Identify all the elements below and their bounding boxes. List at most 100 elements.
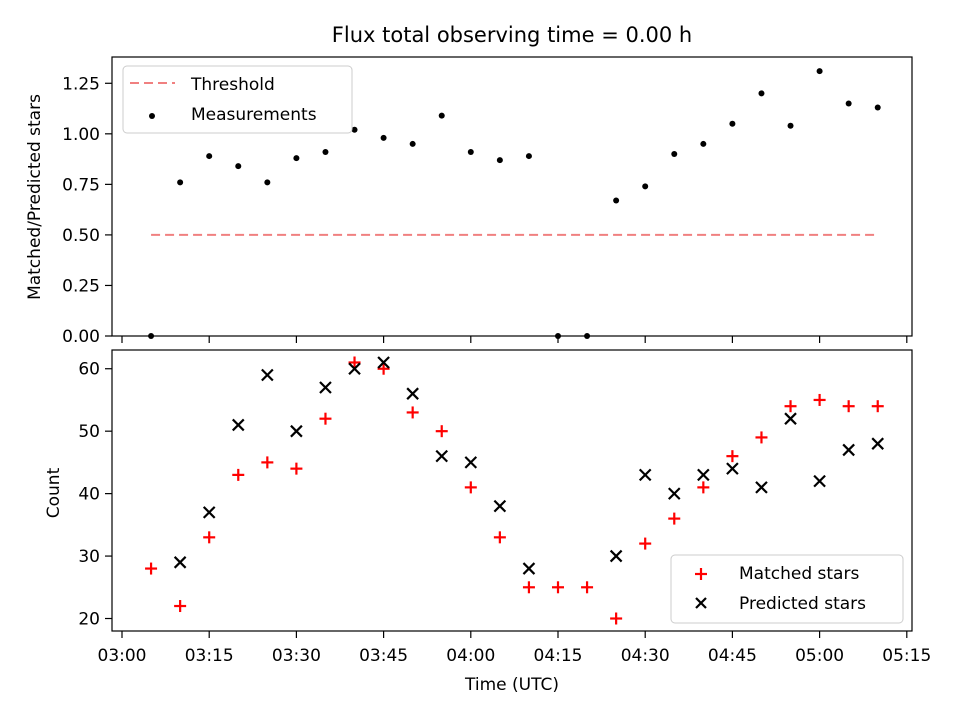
bottom-x-tick-label: 03:15 (185, 646, 234, 666)
legend-predicted-swatch (695, 597, 707, 609)
matched-star-point (464, 481, 477, 494)
matched-star-point (522, 581, 535, 594)
bottom-y-tick-label: 20 (78, 610, 100, 630)
predicted-star-point (871, 437, 885, 450)
bottom-y-tick-label: 40 (78, 485, 100, 505)
measurement-point (380, 134, 387, 141)
predicted-star-point (406, 387, 419, 400)
top-x-ticks (121, 336, 908, 343)
bottom-x-tick-label: 04:30 (621, 646, 670, 666)
legend-predicted-label: Predicted stars (739, 594, 866, 614)
measurement-point (293, 155, 300, 162)
bottom-y-tick-label: 60 (78, 360, 100, 380)
measurement-point (264, 179, 271, 186)
bottom-y-axis: 20 30 40 50 60 (78, 360, 112, 630)
matched-star-point (871, 400, 884, 413)
matched-star-point (232, 468, 245, 481)
measurement-point (351, 126, 358, 133)
matched-star-point (668, 512, 681, 525)
top-panel: 0.00 0.25 0.50 0.75 1.00 1.25 Matched/Predict… (25, 56, 913, 347)
predicted-star-point (377, 356, 390, 369)
measurement-point (322, 149, 329, 156)
predicted-star-point (173, 556, 187, 569)
predicted-star-point (609, 549, 623, 563)
predicted-star-point (784, 412, 797, 425)
matched-star-point (581, 581, 594, 594)
bottom-legend-box (670, 554, 904, 624)
matched-star-point (203, 531, 216, 544)
bottom-x-tick-label: 03:30 (272, 646, 321, 666)
measurement-point (874, 104, 881, 111)
matched-star-point (319, 412, 332, 425)
bottom-x-tick-label: 04:45 (708, 646, 757, 666)
top-y-axis: 0.00 0.25 0.50 0.75 1.00 1.25 (62, 74, 112, 347)
legend-measurements-label: Measurements (191, 105, 317, 125)
bottom-x-tick-label: 03:45 (359, 646, 408, 666)
matched-star-point (639, 537, 652, 550)
predicted-star-point (493, 499, 507, 513)
predicted-star-point (464, 456, 478, 469)
matched-star-point (348, 356, 361, 369)
matched-star-point (435, 425, 448, 438)
top-axes-frame (111, 56, 913, 337)
measurement-point (438, 112, 445, 119)
bottom-axes-frame (111, 349, 913, 632)
measurement-point (409, 140, 416, 147)
measurement-point (816, 68, 823, 75)
top-y-tick-label: 0.75 (62, 175, 100, 195)
bottom-x-axis-label: Time (UTC) (464, 675, 559, 695)
top-y-tick-label: 1.25 (62, 74, 100, 94)
bottom-marks (145, 356, 885, 625)
predicted-star-point (290, 424, 303, 438)
matched-star-point (174, 600, 187, 613)
measurement-point (758, 90, 765, 97)
top-y-tick-label: 0.50 (62, 226, 100, 246)
measurement-point (525, 153, 532, 160)
predicted-star-point (755, 481, 768, 494)
predicted-star-point (202, 506, 216, 519)
predicted-star-point (348, 362, 361, 376)
matched-star-point (290, 462, 303, 475)
top-marks (148, 68, 881, 339)
predicted-star-point (726, 462, 739, 475)
legend-measurements-swatch (149, 113, 155, 119)
predicted-star-point (667, 487, 681, 500)
measurement-point (613, 197, 620, 204)
matched-star-point (261, 456, 274, 469)
bottom-x-tick-label: 05:15 (882, 646, 931, 666)
measurement-point (700, 140, 707, 147)
matched-star-point (755, 431, 768, 444)
predicted-star-point (435, 449, 449, 463)
top-y-tick-label: 1.00 (62, 125, 100, 145)
measurement-point (496, 157, 503, 164)
top-y-tick-label: 0.00 (62, 327, 100, 347)
matched-star-point (406, 406, 419, 419)
bottom-y-tick-label: 50 (78, 422, 100, 442)
matched-star-point (145, 562, 158, 575)
bottom-x-tick-label: 05:00 (795, 646, 844, 666)
bottom-y-tick-label: 30 (78, 547, 100, 567)
matched-star-point (697, 481, 710, 494)
bottom-panel: 20 30 40 50 60 03:00 03:15 03:30 03:45 04:00 04:1… (44, 349, 931, 695)
matched-star-point (610, 612, 623, 625)
top-y-axis-label: Matched/Predicted stars (25, 94, 45, 300)
measurement-point (729, 120, 736, 127)
measurement-point (671, 151, 678, 158)
predicted-star-point (522, 562, 536, 575)
legend-matched-label: Matched stars (739, 564, 859, 584)
bottom-x-tick-label: 03:00 (98, 646, 147, 666)
measurement-point (845, 100, 852, 107)
measurement-point (787, 122, 794, 129)
matched-star-point (813, 393, 826, 406)
bottom-x-tick-label: 04:00 (446, 646, 495, 666)
bottom-x-axis: 03:00 03:15 03:30 03:45 04:00 04:15 04:30 04:45… (98, 631, 931, 666)
measurement-point (177, 179, 184, 186)
bottom-x-tick-label: 04:15 (534, 646, 583, 666)
measurement-point (206, 153, 213, 160)
legend-matched-swatch (695, 568, 707, 580)
predicted-star-point (638, 468, 652, 482)
predicted-star-point (842, 443, 855, 457)
bottom-y-axis-label: Count (44, 467, 64, 518)
matched-star-point (784, 400, 797, 413)
